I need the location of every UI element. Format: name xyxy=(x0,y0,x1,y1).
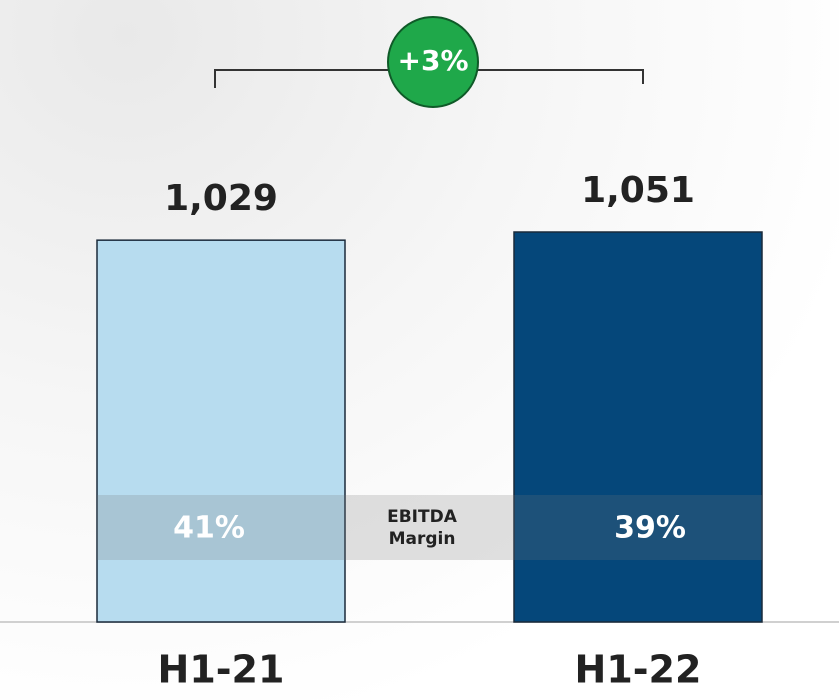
x-tick-label: H1-21 xyxy=(158,648,285,692)
margin-value: 41% xyxy=(173,511,245,546)
bar xyxy=(513,231,763,623)
growth-label: +3% xyxy=(398,44,469,77)
x-tick-label: H1-22 xyxy=(575,648,702,692)
margin-label: EBITDA Margin xyxy=(387,506,457,549)
margin-value: 39% xyxy=(614,511,686,546)
margin-band xyxy=(97,495,762,560)
growth-badge xyxy=(387,16,479,108)
value-label: 1,029 xyxy=(164,178,278,219)
bar xyxy=(96,239,346,623)
value-label: 1,051 xyxy=(581,170,695,211)
